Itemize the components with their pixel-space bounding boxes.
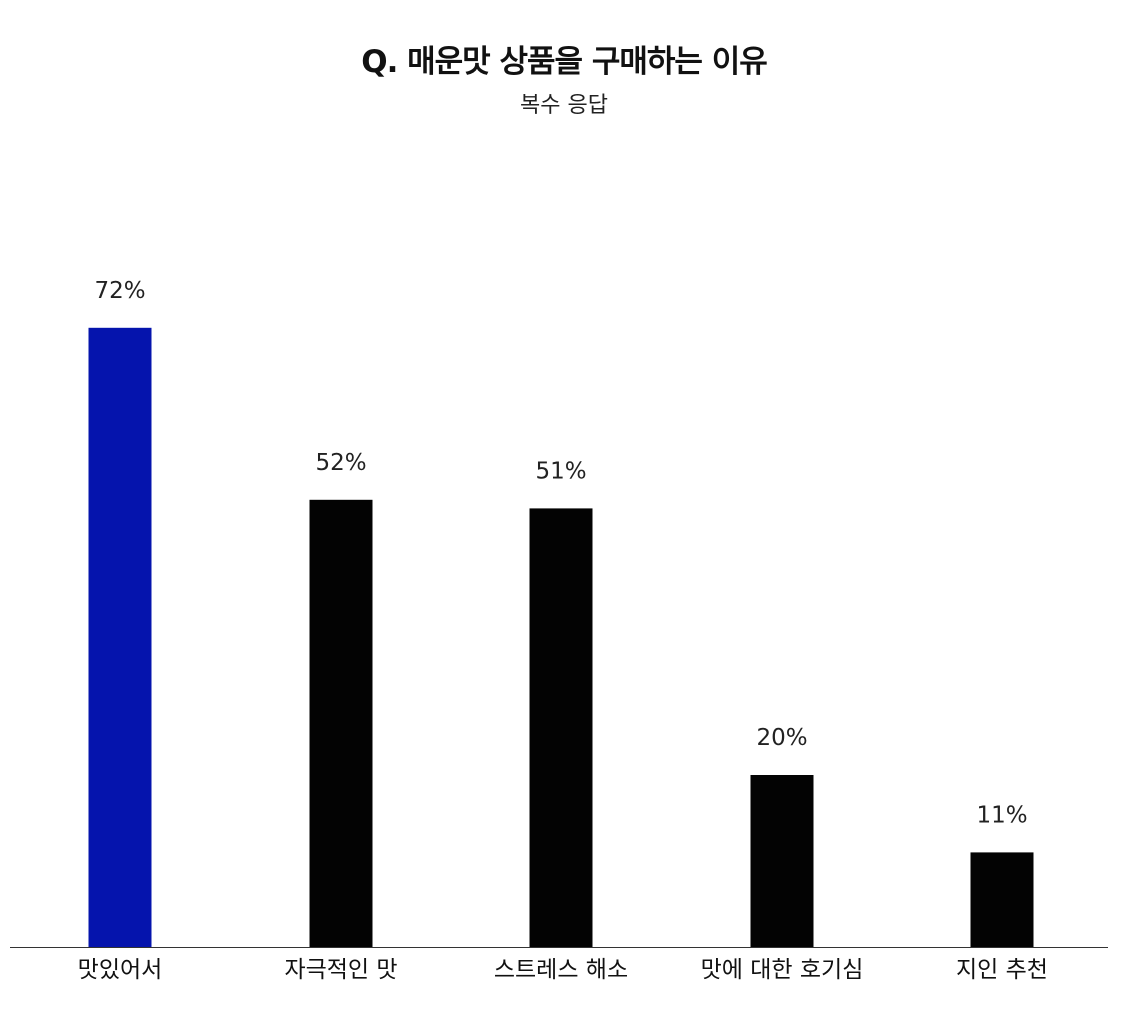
category-label-2: 자극적인 맛	[284, 957, 397, 983]
labels-group: 72% 맛있어서 52% 자극적인 맛 51% 스트레스 해소 20% 맛에 대한 호기심 11…	[78, 278, 1048, 983]
category-label-3: 스트레스 해소	[494, 957, 628, 983]
category-label-4: 맛에 대한 호기심	[701, 957, 864, 983]
value-label-1: 72%	[94, 278, 145, 304]
bar-5	[970, 852, 1034, 947]
bar-1	[88, 327, 152, 947]
bars-group	[88, 327, 1034, 947]
chart-title: Q. 매운맛 상품을 구매하는 이유	[361, 44, 768, 80]
bar-2	[309, 499, 373, 947]
value-label-2: 52%	[315, 450, 366, 476]
value-label-3: 51%	[535, 458, 586, 484]
bar-3	[529, 508, 593, 947]
category-label-5: 지인 추천	[956, 957, 1048, 983]
bar-4	[750, 775, 814, 947]
chart-subtitle: 복수 응답	[520, 93, 608, 118]
category-label-1: 맛있어서	[78, 957, 163, 983]
value-label-4: 20%	[756, 725, 807, 751]
value-label-5: 11%	[976, 802, 1027, 828]
